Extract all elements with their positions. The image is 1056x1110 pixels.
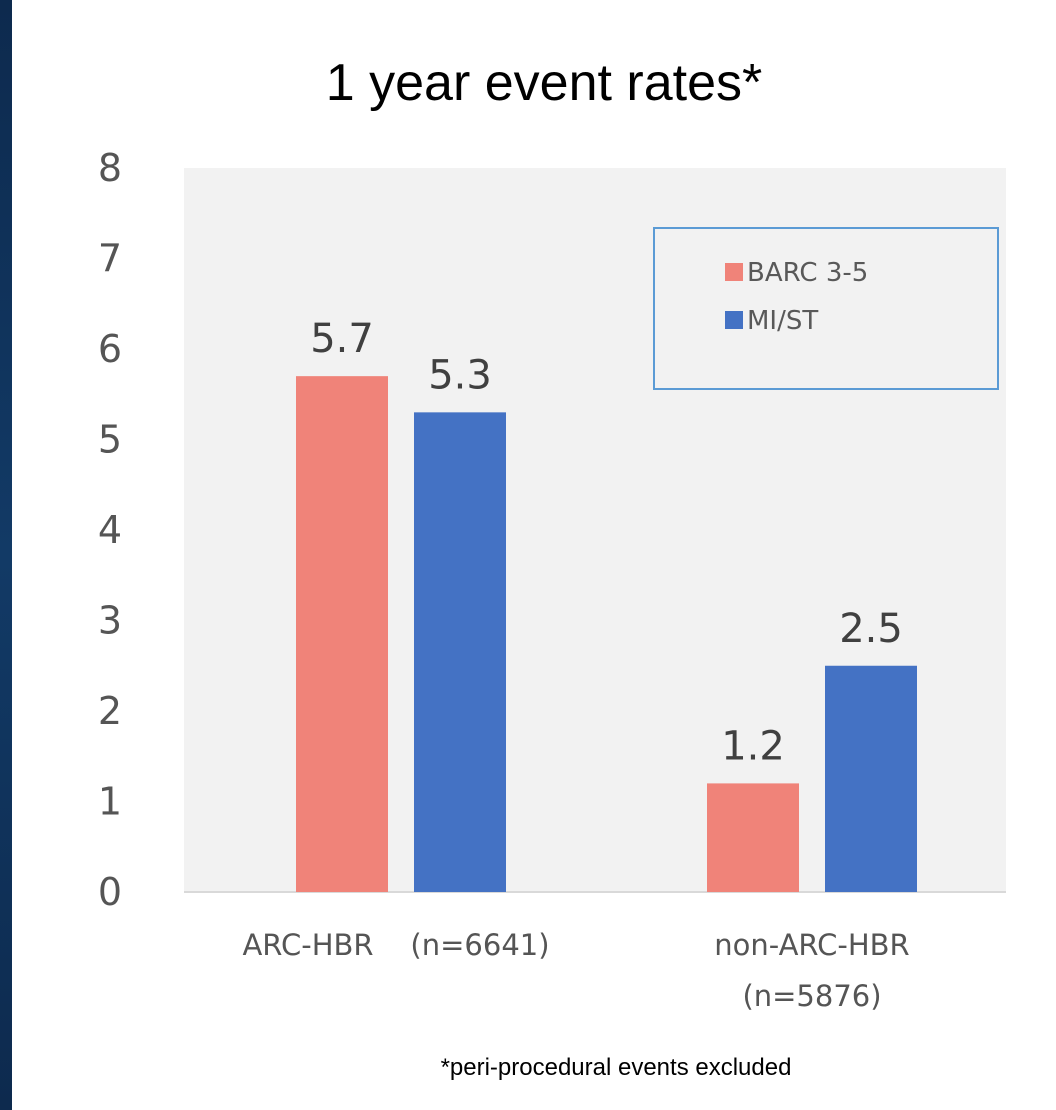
footnote: *peri-procedural events excluded xyxy=(441,1054,792,1081)
bar-mist-non-arc-hbr xyxy=(825,665,917,892)
data-label: 5.3 xyxy=(428,352,492,398)
bar-chart: 1 year event rates* 0 1 2 3 4 5 6 7 8 5.7 1.2 5.3 2… xyxy=(98,54,1006,1081)
category-label: (n=5876) xyxy=(742,979,881,1013)
chart-panel: 1 year event rates* 0 1 2 3 4 5 6 7 8 5.7 1.2 5.3 2… xyxy=(12,0,1056,1110)
y-tick-label-4: 4 xyxy=(98,508,122,552)
bars xyxy=(296,376,917,892)
y-tick-label-5: 5 xyxy=(98,418,122,462)
category-label: non-ARC-HBR xyxy=(714,928,909,962)
bar-barc-non-arc-hbr xyxy=(707,783,799,892)
y-tick-label-6: 6 xyxy=(98,327,122,371)
legend-label-mist: MI/ST xyxy=(747,306,818,336)
legend-swatch-barc xyxy=(725,263,743,281)
chart-title: 1 year event rates* xyxy=(326,54,762,112)
data-label: 1.2 xyxy=(721,723,785,769)
y-tick-label-8: 8 xyxy=(98,146,122,190)
y-tick-label-3: 3 xyxy=(98,599,122,643)
y-tick-label-2: 2 xyxy=(98,689,122,733)
data-label: 2.5 xyxy=(839,606,903,652)
y-tick-label-1: 1 xyxy=(98,780,122,824)
legend-swatch-mist xyxy=(725,311,743,329)
category-label: ARC-HBR (n=6641) xyxy=(242,928,549,962)
y-tick-label-0: 0 xyxy=(98,870,122,914)
data-labels: 5.7 1.2 5.3 2.5 xyxy=(310,316,903,769)
bar-barc-arc-hbr xyxy=(296,376,388,892)
data-label: 5.7 xyxy=(310,316,374,362)
y-tick-label-7: 7 xyxy=(98,237,122,281)
legend: BARC 3-5 MI/ST xyxy=(653,227,999,390)
bar-mist-arc-hbr xyxy=(414,412,506,892)
category-labels: ARC-HBR (n=6641) non-ARC-HBR (n=5876) xyxy=(242,928,909,1013)
y-axis-ticks: 0 1 2 3 4 5 6 7 8 xyxy=(98,146,122,914)
legend-box xyxy=(653,227,999,390)
legend-label-barc: BARC 3-5 xyxy=(747,258,868,288)
